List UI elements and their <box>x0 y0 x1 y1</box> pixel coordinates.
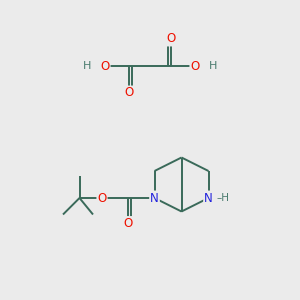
Text: O: O <box>98 191 106 205</box>
Text: H: H <box>209 61 217 71</box>
Text: H: H <box>83 61 91 71</box>
Text: N: N <box>204 191 213 205</box>
Text: O: O <box>167 32 176 46</box>
Text: –H: –H <box>217 193 230 203</box>
Text: O: O <box>123 217 132 230</box>
Text: O: O <box>124 86 134 100</box>
Text: O: O <box>190 59 200 73</box>
Text: O: O <box>100 59 109 73</box>
Text: N: N <box>150 191 159 205</box>
